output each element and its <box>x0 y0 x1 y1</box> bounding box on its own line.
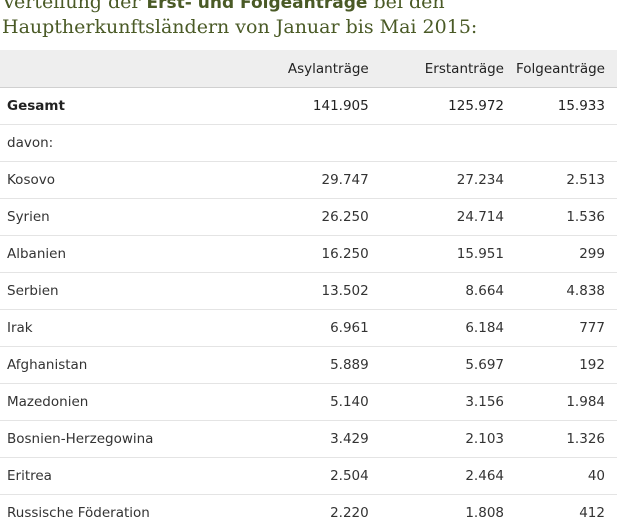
cell-folge: 1.326 <box>516 420 617 458</box>
cell-folge: 15.933 <box>516 87 617 125</box>
cell-asyl: 6.961 <box>249 309 381 347</box>
cell-erst: 6.184 <box>380 309 516 347</box>
cell-folge: 40 <box>516 457 617 495</box>
row-label: Albanien <box>0 235 250 273</box>
table-row: Eritrea 2.504 2.464 40 <box>0 457 617 495</box>
cell-erst <box>380 124 516 162</box>
cell-folge: 1.536 <box>516 198 617 236</box>
cell-asyl: 13.502 <box>249 272 381 310</box>
cell-folge: 2.513 <box>516 161 617 199</box>
cell-folge: 777 <box>516 309 617 347</box>
table-row: Serbien 13.502 8.664 4.838 <box>0 272 617 310</box>
title-part1: Verteilung der <box>2 0 147 13</box>
table-header-row: Asylanträge Erstanträge Folgeanträge <box>0 50 617 88</box>
cell-asyl: 5.889 <box>249 346 381 384</box>
cell-folge: 412 <box>516 494 617 527</box>
row-label: Eritrea <box>0 457 250 495</box>
cell-erst: 15.951 <box>380 235 516 273</box>
cell-erst: 2.103 <box>380 420 516 458</box>
cell-erst: 1.808 <box>380 494 516 527</box>
cell-folge: 1.984 <box>516 383 617 421</box>
row-label: Kosovo <box>0 161 250 199</box>
title-highlight: Erst- und Folgeanträge <box>146 0 368 13</box>
table-row: Kosovo 29.747 27.234 2.513 <box>0 161 617 199</box>
row-label: Syrien <box>0 198 250 236</box>
cell-asyl: 2.220 <box>249 494 381 527</box>
cell-folge <box>516 124 617 162</box>
cell-asyl: 2.504 <box>249 457 381 495</box>
title-line2: Hauptherkunftsländern von Januar bis Mai… <box>2 16 478 38</box>
header-asylantraege: Asylanträge <box>249 50 381 88</box>
table-row: Mazedonien 5.140 3.156 1.984 <box>0 383 617 421</box>
page-title: Verteilung der Erst- und Folgeanträge be… <box>2 0 612 39</box>
cell-asyl: 29.747 <box>249 161 381 199</box>
cell-asyl: 5.140 <box>249 383 381 421</box>
cell-asyl: 141.905 <box>249 87 381 125</box>
header-folgeantraege: Folgeanträge <box>516 50 617 88</box>
table-row: Albanien 16.250 15.951 299 <box>0 235 617 273</box>
table-row-davon: davon: <box>0 124 617 162</box>
cell-erst: 3.156 <box>380 383 516 421</box>
cell-erst: 27.234 <box>380 161 516 199</box>
row-label: Russische Föderation <box>0 494 250 527</box>
title-part2: bei den <box>367 0 445 13</box>
header-erstantraege: Erstanträge <box>380 50 516 88</box>
table-row: Bosnien-Herzegowina 3.429 2.103 1.326 <box>0 420 617 458</box>
cell-erst: 24.714 <box>380 198 516 236</box>
row-label: Bosnien-Herzegowina <box>0 420 250 458</box>
row-label: Gesamt <box>0 87 250 125</box>
table-row: Irak 6.961 6.184 777 <box>0 309 617 347</box>
cell-erst: 8.664 <box>380 272 516 310</box>
cell-folge: 192 <box>516 346 617 384</box>
cell-asyl <box>249 124 381 162</box>
header-country <box>0 50 250 88</box>
row-label: davon: <box>0 124 250 162</box>
row-label: Mazedonien <box>0 383 250 421</box>
asylum-table: Asylanträge Erstanträge Folgeanträge Ges… <box>0 50 617 527</box>
table-row: Syrien 26.250 24.714 1.536 <box>0 198 617 236</box>
cell-asyl: 26.250 <box>249 198 381 236</box>
table-row-gesamt: Gesamt 141.905 125.972 15.933 <box>0 87 617 125</box>
cell-asyl: 16.250 <box>249 235 381 273</box>
row-label: Irak <box>0 309 250 347</box>
cell-erst: 125.972 <box>380 87 516 125</box>
cell-erst: 5.697 <box>380 346 516 384</box>
cell-folge: 299 <box>516 235 617 273</box>
row-label: Serbien <box>0 272 250 310</box>
row-label: Afghanistan <box>0 346 250 384</box>
cell-erst: 2.464 <box>380 457 516 495</box>
table-row: Russische Föderation 2.220 1.808 412 <box>0 494 617 527</box>
table-row: Afghanistan 5.889 5.697 192 <box>0 346 617 384</box>
cell-asyl: 3.429 <box>249 420 381 458</box>
cell-folge: 4.838 <box>516 272 617 310</box>
